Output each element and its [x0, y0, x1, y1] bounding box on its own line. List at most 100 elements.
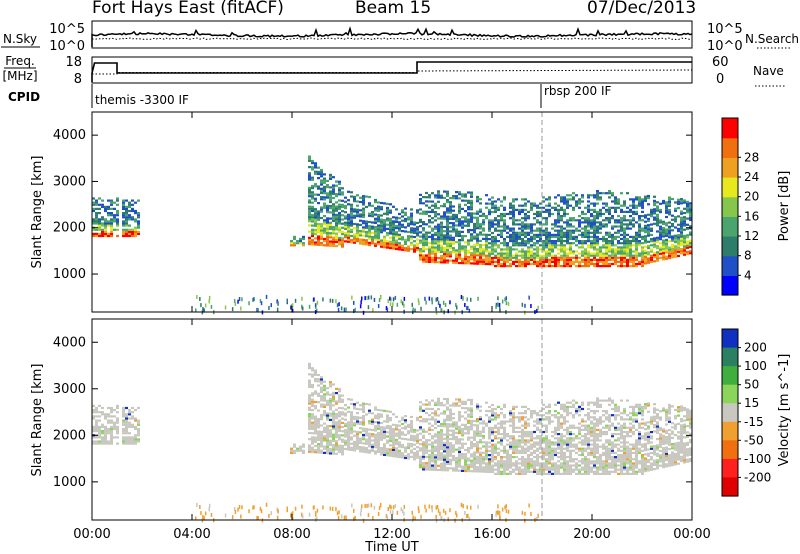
power-cell [464, 251, 467, 254]
velocity-cell [122, 413, 125, 416]
power-cell [401, 211, 404, 214]
power-cell [584, 252, 587, 255]
power-cell [539, 227, 542, 230]
velocity-cell [551, 447, 554, 450]
velocity-cell [380, 428, 383, 431]
power-cell [440, 236, 443, 239]
velocity-cell [368, 441, 371, 444]
velocity-cell [434, 422, 437, 425]
power-cell [620, 204, 623, 207]
velocity-cell [338, 419, 341, 422]
power-cell [488, 246, 491, 249]
power-cell [593, 215, 596, 218]
velocity-cell [482, 455, 485, 459]
power-cell [497, 258, 500, 261]
power-cell [134, 218, 137, 221]
power-cell [417, 298, 420, 303]
velocity-cell [503, 437, 506, 440]
velocity-cell [338, 411, 341, 414]
velocity-cell [125, 417, 128, 420]
velocity-cell [539, 418, 542, 421]
power-cell [437, 213, 440, 216]
power-cell [542, 260, 545, 263]
velocity-cell [482, 422, 485, 425]
power-cell [335, 209, 338, 212]
power-cell [354, 307, 356, 312]
velocity-cell [419, 407, 422, 410]
power-cell [437, 229, 440, 233]
velocity-cell [419, 464, 422, 467]
power-cell [548, 248, 551, 251]
power-cell [473, 225, 476, 228]
power-cell [320, 181, 323, 184]
power-cell [506, 258, 509, 261]
power-cell [590, 202, 593, 205]
power-cell [494, 237, 497, 241]
velocity-cell [350, 423, 353, 426]
velocity-cell [299, 447, 302, 450]
velocity-cell [503, 456, 506, 459]
velocity-cell [308, 373, 311, 376]
power-cell [662, 258, 665, 261]
power-cell [335, 184, 338, 187]
velocity-cell [437, 414, 440, 417]
power-cell [425, 235, 428, 238]
velocity-cell [308, 415, 311, 418]
velocity-cell [524, 424, 527, 427]
power-cell [578, 233, 581, 236]
velocity-cell [566, 447, 569, 450]
velocity-cell [314, 432, 317, 435]
power-cell [322, 297, 324, 302]
velocity-cell [491, 412, 494, 415]
power-cell [593, 265, 596, 268]
velocity-cell [125, 406, 128, 410]
power-cell [443, 253, 446, 256]
velocity-cell [497, 447, 500, 450]
velocity-cell [137, 406, 140, 410]
power-cell [110, 214, 113, 217]
power-cell [347, 230, 350, 233]
power-cell [527, 248, 530, 251]
power-cell [515, 242, 518, 245]
power-cell [470, 258, 473, 261]
power-cell [452, 226, 455, 229]
velocity-cell [536, 412, 539, 415]
power-cell [644, 231, 647, 234]
power-cell [521, 217, 524, 220]
velocity-cell [95, 411, 98, 414]
velocity-cell [338, 394, 341, 397]
power-cell [476, 241, 479, 244]
velocity-cell [407, 457, 410, 460]
power-cell [569, 237, 572, 241]
velocity-cell [542, 451, 545, 454]
power-cell [347, 224, 350, 227]
power-cell [689, 208, 692, 211]
power-cell [446, 224, 449, 227]
velocity-cell [563, 435, 566, 438]
power-cell [411, 302, 413, 307]
power-cell [344, 227, 347, 230]
power-cell [497, 208, 500, 211]
power-cell [356, 227, 359, 230]
velocity-cell [506, 439, 509, 442]
power-cell [563, 240, 566, 243]
power-cell [491, 202, 494, 205]
velocity-cell [416, 437, 419, 440]
velocity-cell [470, 421, 473, 425]
velocity-cell [527, 430, 530, 434]
power-cell [365, 220, 368, 223]
velocity-cell [479, 405, 482, 408]
velocity-cell [107, 430, 110, 433]
velocity-cell [446, 462, 449, 466]
power-cell [608, 221, 611, 224]
power-cell [467, 260, 470, 263]
velocity-cell [362, 402, 365, 405]
power-cell [356, 231, 359, 234]
power-cell [116, 222, 119, 225]
freq-tick-right-top: 60 [712, 55, 729, 70]
velocity-cell [533, 462, 536, 465]
velocity-cell [449, 467, 452, 470]
power-cell [593, 202, 596, 205]
velocity-cell [548, 445, 551, 448]
power-cell [95, 234, 98, 238]
